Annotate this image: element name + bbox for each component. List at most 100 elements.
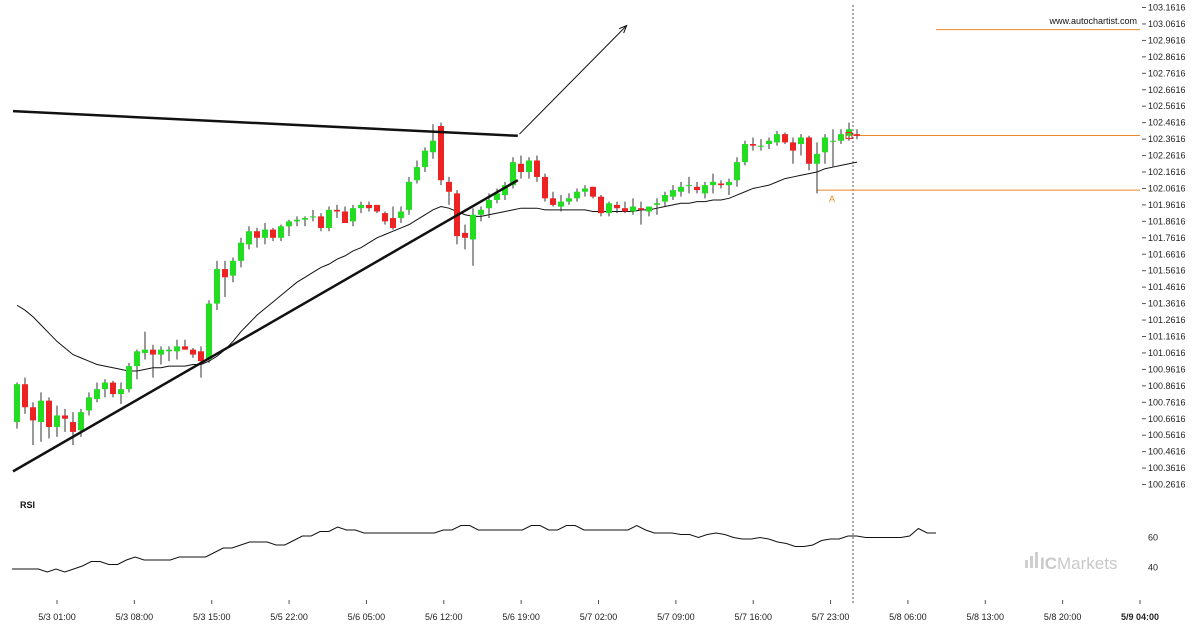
y-tick-label: 102.0616 (1148, 183, 1186, 193)
candle-bull (686, 185, 692, 187)
brand-logo: ICMarkets (1025, 552, 1117, 573)
candle-bull (262, 229, 268, 238)
candle-bull (310, 216, 316, 218)
candle-bull (214, 269, 220, 304)
candle-bear (790, 142, 796, 151)
x-tick-label: 5/8 06:00 (889, 612, 927, 622)
rsi-label: RSI (20, 500, 35, 510)
candle-bull (350, 208, 356, 222)
candle-bear (518, 163, 524, 172)
moving-average (16, 161, 858, 372)
candle-bull (158, 349, 164, 355)
candle-bear (190, 349, 196, 355)
candle-bull (326, 209, 332, 228)
candle-bear (694, 186, 700, 191)
y-tick-label: 103.0616 (1148, 19, 1186, 29)
candle-bull (830, 140, 836, 142)
candle-bear (438, 125, 444, 181)
candle-bull (238, 242, 244, 261)
candle-bull (838, 134, 844, 141)
x-tick-label: 5/6 12:00 (425, 612, 463, 622)
y-tick-label: 102.9616 (1148, 35, 1186, 45)
rsi-tick-label: 60 (1148, 533, 1158, 543)
y-tick-label: 101.9616 (1148, 200, 1186, 210)
candle-bull (630, 206, 636, 212)
candle-bull (710, 181, 716, 186)
candle-bear (534, 160, 540, 177)
candle-bull (430, 140, 436, 153)
candle-bull (102, 382, 108, 390)
candle-bear (342, 211, 348, 223)
time-axis: 5/3 01:00 5/3 08:00 5/3 15:00 5/5 22:00 5/6 … (38, 600, 1159, 622)
candle-bear (590, 186, 596, 197)
candle-bull (294, 219, 300, 222)
candle-bull (558, 201, 564, 207)
candle-bull (606, 203, 612, 214)
y-tick-label: 101.5616 (1148, 266, 1186, 276)
y-tick-label: 100.7616 (1148, 397, 1186, 407)
y-tick-label: 102.1616 (1148, 167, 1186, 177)
candle-bull (654, 203, 660, 205)
candle-bull (142, 349, 148, 353)
x-tick-label: 5/7 02:00 (580, 612, 618, 622)
candle-bull (798, 137, 804, 145)
y-tick-label: 101.2616 (1148, 315, 1186, 325)
candle-bull (14, 384, 20, 423)
candle-bull (470, 214, 476, 240)
candle-bear (318, 216, 324, 228)
x-tick-label: 5/7 23:00 (812, 612, 850, 622)
candle-bull (646, 206, 652, 212)
watermark-site: www.autochartist.com (1048, 16, 1137, 26)
logo-bar-icon (1030, 556, 1033, 568)
candle-bear (222, 269, 228, 278)
candle-bear (638, 208, 644, 210)
candle-bull (526, 160, 532, 172)
y-tick-label: 100.4616 (1148, 447, 1186, 457)
candle-bear (854, 134, 860, 136)
x-tick-label: 5/6 19:00 (502, 612, 540, 622)
candle-bear (374, 204, 380, 212)
candle-bull (702, 185, 708, 194)
candle-bear (542, 176, 548, 199)
y-tick-label: 101.0616 (1148, 348, 1186, 358)
candle-bull (422, 150, 428, 168)
rsi-panel: RSI 60 40 (12, 500, 1158, 573)
y-tick-label: 101.7616 (1148, 233, 1186, 243)
candle-bull (742, 144, 748, 163)
candle-bear (622, 208, 628, 212)
candle-bull (662, 195, 668, 202)
candle-bull (774, 134, 780, 143)
candle-bear (70, 422, 76, 432)
candle-bear (782, 134, 788, 143)
x-tick-label: 5/3 08:00 (116, 612, 154, 622)
y-tick-label: 100.6616 (1148, 414, 1186, 424)
candle-bull (278, 226, 284, 238)
candle-bear (46, 400, 52, 427)
candle-bear (198, 351, 204, 362)
horizontal-levels: A (817, 29, 1140, 204)
candle-bear (110, 382, 116, 395)
x-tick-label: 5/9 04:00 (1121, 612, 1159, 622)
y-tick-label: 101.8616 (1148, 216, 1186, 226)
y-tick-label: 100.5616 (1148, 430, 1186, 440)
candle-bull (286, 221, 292, 227)
candle-bear (718, 183, 724, 186)
y-tick-label: 101.4616 (1148, 282, 1186, 292)
candle-bull (302, 218, 308, 220)
candle-bull (494, 193, 500, 200)
candle-bull (206, 303, 212, 360)
brand-prefix: ICMarkets (1040, 554, 1117, 573)
candle-bull (38, 400, 44, 423)
y-tick-label: 102.4616 (1148, 118, 1186, 128)
rsi-line (12, 524, 936, 573)
price-axis: 103.1616 103.0616 102.9616 102.8616 102.7616… (1142, 3, 1186, 490)
x-tick-label: 5/5 22:00 (270, 612, 308, 622)
candle-bear (30, 407, 36, 421)
y-tick-label: 100.8616 (1148, 381, 1186, 391)
candle-bull (78, 412, 84, 431)
candle-bear (750, 144, 756, 146)
x-tick-label: 5/6 05:00 (348, 612, 386, 622)
candle-bear (446, 181, 452, 192)
candle-bear (22, 384, 28, 408)
candle-bull (230, 260, 236, 276)
